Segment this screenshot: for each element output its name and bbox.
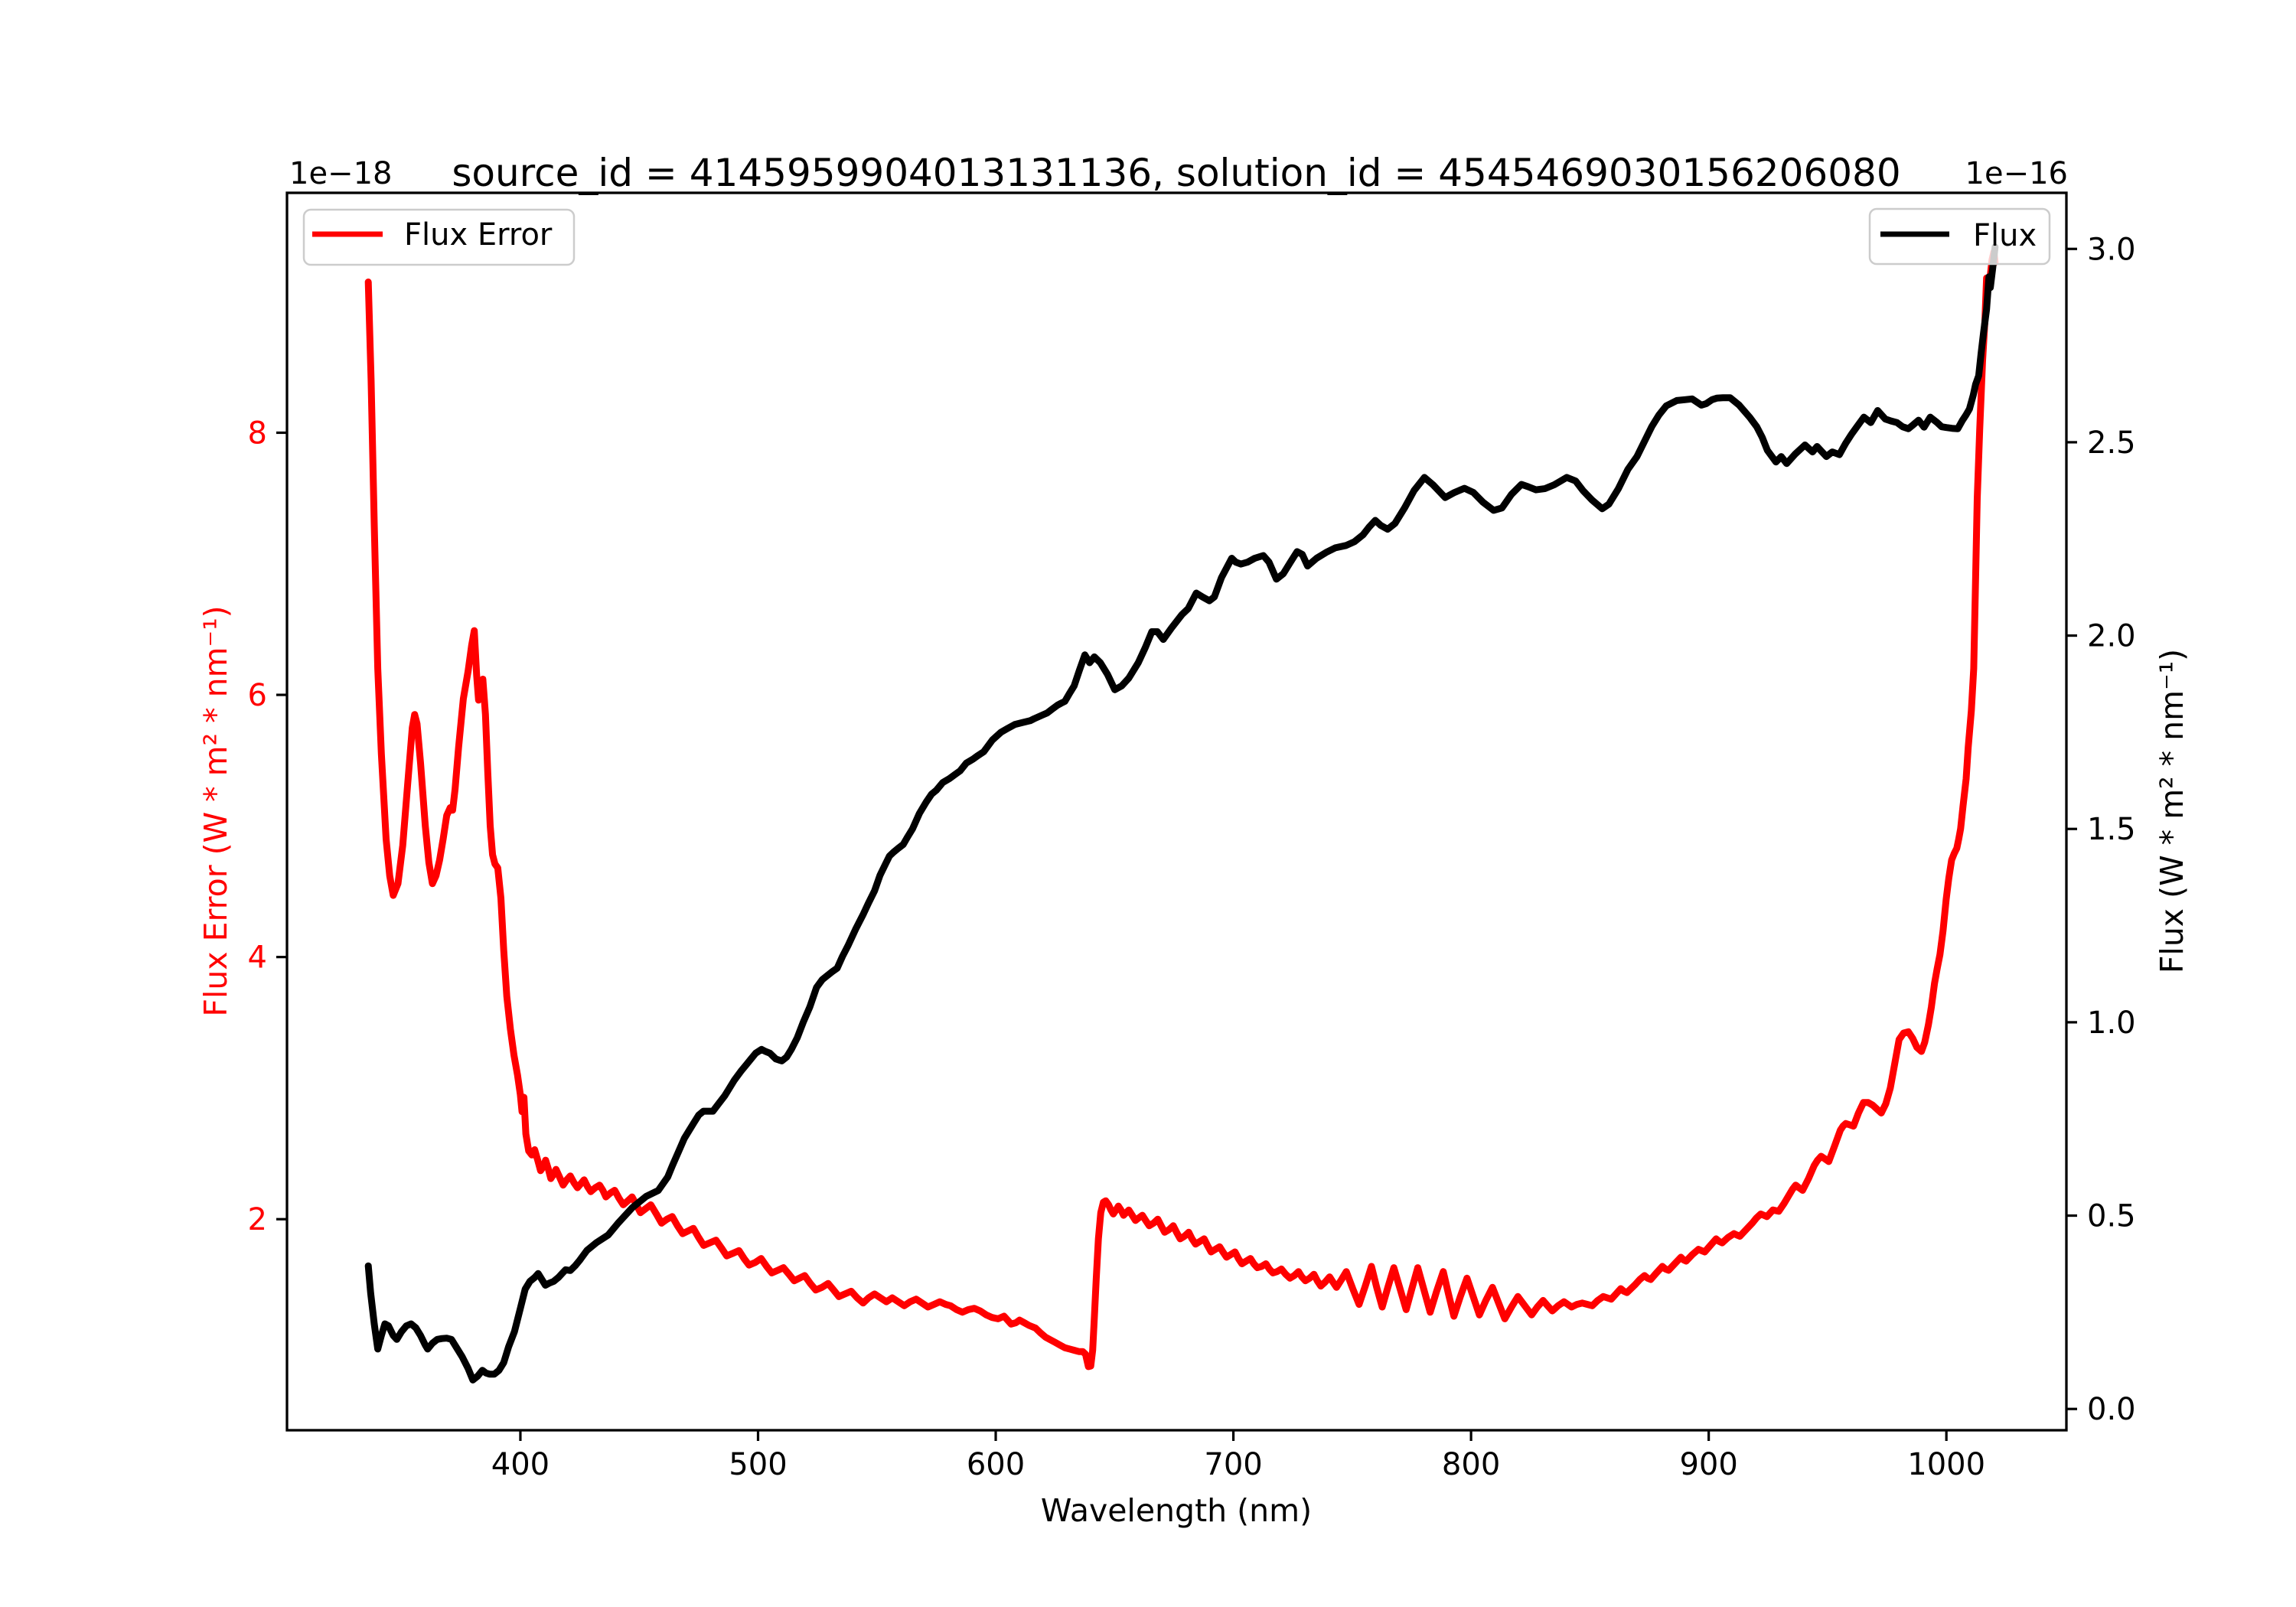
- curve-flux: [364, 243, 1999, 1384]
- left-y-tick-label: 6: [248, 678, 267, 713]
- right-axis-offset-text: 1e−16: [1965, 156, 2068, 191]
- right-y-axis-ticks: 0.0 0.5 1.0 1.5 2.0 2.5 3.0: [2066, 232, 2136, 1427]
- data-curves: [364, 243, 1999, 1384]
- right-y-axis-label: Flux (W * m² * nm⁻¹): [2154, 649, 2190, 973]
- left-y-axis-ticks: 2 4 6 8: [248, 416, 287, 1237]
- right-y-tick-label: 3.0: [2087, 232, 2136, 267]
- left-y-tick-label: 8: [248, 416, 267, 451]
- x-tick-label: 400: [491, 1447, 550, 1482]
- left-y-axis-label: Flux Error (W * m² * nm⁻¹): [197, 605, 234, 1016]
- curve-flux-error: [364, 248, 1999, 1371]
- right-y-tick-label: 0.5: [2087, 1199, 2136, 1234]
- left-y-tick-label: 2: [248, 1202, 267, 1237]
- x-tick-label: 800: [1442, 1447, 1500, 1482]
- legend-flux-label: Flux: [1973, 218, 2037, 253]
- legend-flux-error: Flux Error: [302, 208, 576, 266]
- x-tick-label: 1000: [1907, 1447, 1985, 1482]
- right-y-tick-label: 1.0: [2087, 1006, 2136, 1041]
- right-y-tick-label: 2.0: [2087, 619, 2136, 654]
- left-y-tick-label: 4: [248, 940, 267, 976]
- chart-title: source_id = 4145959904013131136, solutio…: [452, 151, 1900, 195]
- legend-flux-box: [1868, 207, 2051, 266]
- legend-flux-error-box: [302, 208, 576, 266]
- x-axis-label: Wavelength (nm): [1041, 1492, 1312, 1529]
- legend-flux: Flux: [1868, 207, 2051, 266]
- x-tick-label: 700: [1204, 1447, 1262, 1482]
- legend-flux-error-label: Flux Error: [404, 217, 553, 253]
- right-y-tick-label: 0.0: [2087, 1392, 2136, 1427]
- x-axis-ticks: 400 500 600 700 800 900 1000: [491, 1430, 1985, 1482]
- x-tick-label: 900: [1679, 1447, 1737, 1482]
- x-tick-label: 500: [729, 1447, 787, 1482]
- left-axis-offset-text: 1e−18: [289, 156, 392, 191]
- right-y-tick-label: 1.5: [2087, 812, 2136, 847]
- right-y-tick-label: 2.5: [2087, 425, 2136, 461]
- x-tick-label: 600: [967, 1447, 1025, 1482]
- axes-frame: [285, 191, 2068, 1432]
